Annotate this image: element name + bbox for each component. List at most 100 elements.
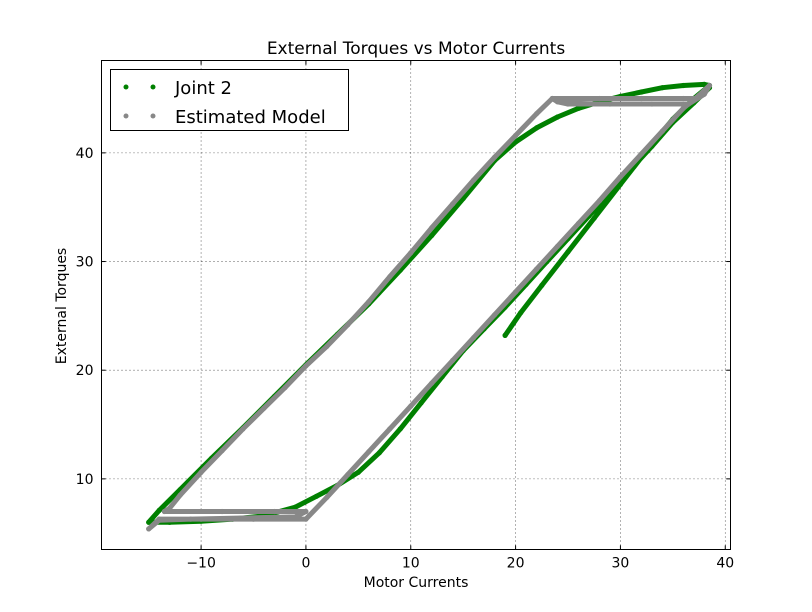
x-axis-title: Motor Currents <box>364 575 469 591</box>
data-point-joint-2 <box>146 519 152 525</box>
data-point-estimated-model <box>607 101 613 107</box>
data-point-joint-2 <box>156 507 162 513</box>
data-point-estimated-model <box>549 95 555 102</box>
data-point-estimated-model <box>156 516 162 522</box>
data-point-estimated-model <box>366 299 372 305</box>
legend-marker-joint-2 <box>123 84 129 90</box>
data-point-estimated-model <box>638 95 645 102</box>
data-point-joint-2 <box>701 81 707 87</box>
x-tick-label: 10 <box>402 556 420 572</box>
grid <box>101 60 731 550</box>
data-point-joint-2 <box>591 215 597 221</box>
data-point-joint-2 <box>518 310 524 316</box>
data-point-estimated-model <box>188 516 194 522</box>
data-point-estimated-model <box>513 132 519 139</box>
y-tick-label: 10 <box>76 472 94 488</box>
data-point-estimated-model <box>303 508 309 515</box>
data-point-estimated-model <box>282 385 288 391</box>
data-point-estimated-model <box>471 335 477 341</box>
data-point-estimated-model <box>701 91 707 97</box>
data-point-estimated-model <box>706 82 713 89</box>
data-point-estimated-model <box>198 516 204 522</box>
x-tick-label: 30 <box>612 556 630 572</box>
legend-marker-estimated-model <box>150 113 156 119</box>
data-point-estimated-model <box>387 426 393 432</box>
data-point-estimated-model <box>450 201 456 207</box>
data-point-joint-2 <box>617 181 624 187</box>
data-point-estimated-model <box>596 198 603 204</box>
data-point-estimated-model <box>303 363 309 369</box>
data-point-estimated-model <box>680 105 686 111</box>
data-point-estimated-model <box>696 92 702 98</box>
data-point-estimated-model <box>471 177 477 183</box>
series-estimated-model <box>146 82 713 532</box>
data-point-joint-2 <box>376 450 382 456</box>
data-point-estimated-model <box>161 508 167 515</box>
data-point-estimated-model <box>408 250 414 256</box>
data-point-estimated-model <box>429 380 435 386</box>
series-path-estimated-model <box>146 83 712 532</box>
plot-frame <box>101 60 731 550</box>
data-point-joint-2 <box>554 114 561 120</box>
data-point-estimated-model <box>345 471 351 478</box>
data-point-estimated-model <box>554 243 561 249</box>
x-tick-label: 40 <box>716 556 734 572</box>
y-tick-label: 30 <box>76 255 94 271</box>
data-point-estimated-model <box>492 312 498 318</box>
data-point-joint-2 <box>659 85 666 91</box>
data-point-estimated-model <box>345 322 351 328</box>
y-tick-label: 20 <box>76 363 94 379</box>
data-point-estimated-model <box>303 516 309 522</box>
data-point-estimated-model <box>219 448 225 454</box>
data-point-estimated-model <box>366 449 372 455</box>
x-tick-label: −10 <box>186 556 216 572</box>
data-point-estimated-model <box>250 516 257 522</box>
data-point-joint-2 <box>513 139 519 145</box>
x-tick-label: 20 <box>507 556 525 572</box>
ticks: −10 0 10 20 30 40 10 20 30 40 <box>76 60 734 572</box>
data-point-estimated-model <box>575 220 582 227</box>
data-point-estimated-model <box>596 95 603 102</box>
y-tick-label: 40 <box>76 146 94 162</box>
data-point-estimated-model <box>659 128 666 134</box>
data-point-estimated-model <box>429 225 435 231</box>
data-point-joint-2 <box>292 504 298 510</box>
data-point-joint-2 <box>565 249 571 255</box>
data-point-estimated-model <box>240 515 246 521</box>
data-point-estimated-model <box>324 494 330 500</box>
y-axis-title: External Torques <box>54 248 70 364</box>
data-point-joint-2 <box>418 400 424 406</box>
data-point-estimated-model <box>177 492 183 498</box>
data-point-joint-2 <box>534 125 540 131</box>
data-point-estimated-model <box>534 266 540 272</box>
data-point-estimated-model <box>198 469 204 475</box>
legend-box <box>110 69 349 131</box>
data-point-estimated-model <box>292 514 298 520</box>
data-point-estimated-model <box>324 343 330 349</box>
data-point-joint-2 <box>313 493 319 499</box>
data-point-joint-2 <box>397 426 403 432</box>
data-point-estimated-model <box>261 405 267 411</box>
data-point-estimated-model <box>492 154 498 160</box>
data-point-joint-2 <box>638 89 645 95</box>
data-point-estimated-model <box>146 526 152 532</box>
data-point-estimated-model <box>534 111 540 117</box>
data-point-estimated-model <box>691 95 697 102</box>
data-point-estimated-model <box>167 505 173 511</box>
x-tick-label: 0 <box>301 556 310 572</box>
data-point-estimated-model <box>554 97 561 103</box>
data-point-joint-2 <box>575 105 582 111</box>
legend-marker-joint-2 <box>150 84 156 90</box>
data-point-estimated-model <box>680 95 686 102</box>
data-point-joint-2 <box>502 332 508 338</box>
data-point-estimated-model <box>219 508 225 515</box>
data-point-estimated-model <box>638 151 645 157</box>
chart-title: External Torques vs Motor Currents <box>267 39 566 59</box>
data-point-estimated-model <box>450 357 456 363</box>
data-point-joint-2 <box>355 469 361 475</box>
series-layer <box>146 81 713 532</box>
data-point-joint-2 <box>429 232 435 239</box>
data-point-estimated-model <box>686 101 692 107</box>
